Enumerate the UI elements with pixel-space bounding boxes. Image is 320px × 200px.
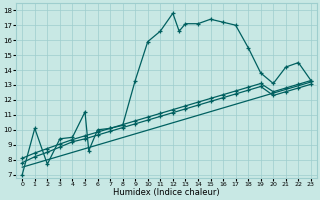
X-axis label: Humidex (Indice chaleur): Humidex (Indice chaleur) (113, 188, 220, 197)
